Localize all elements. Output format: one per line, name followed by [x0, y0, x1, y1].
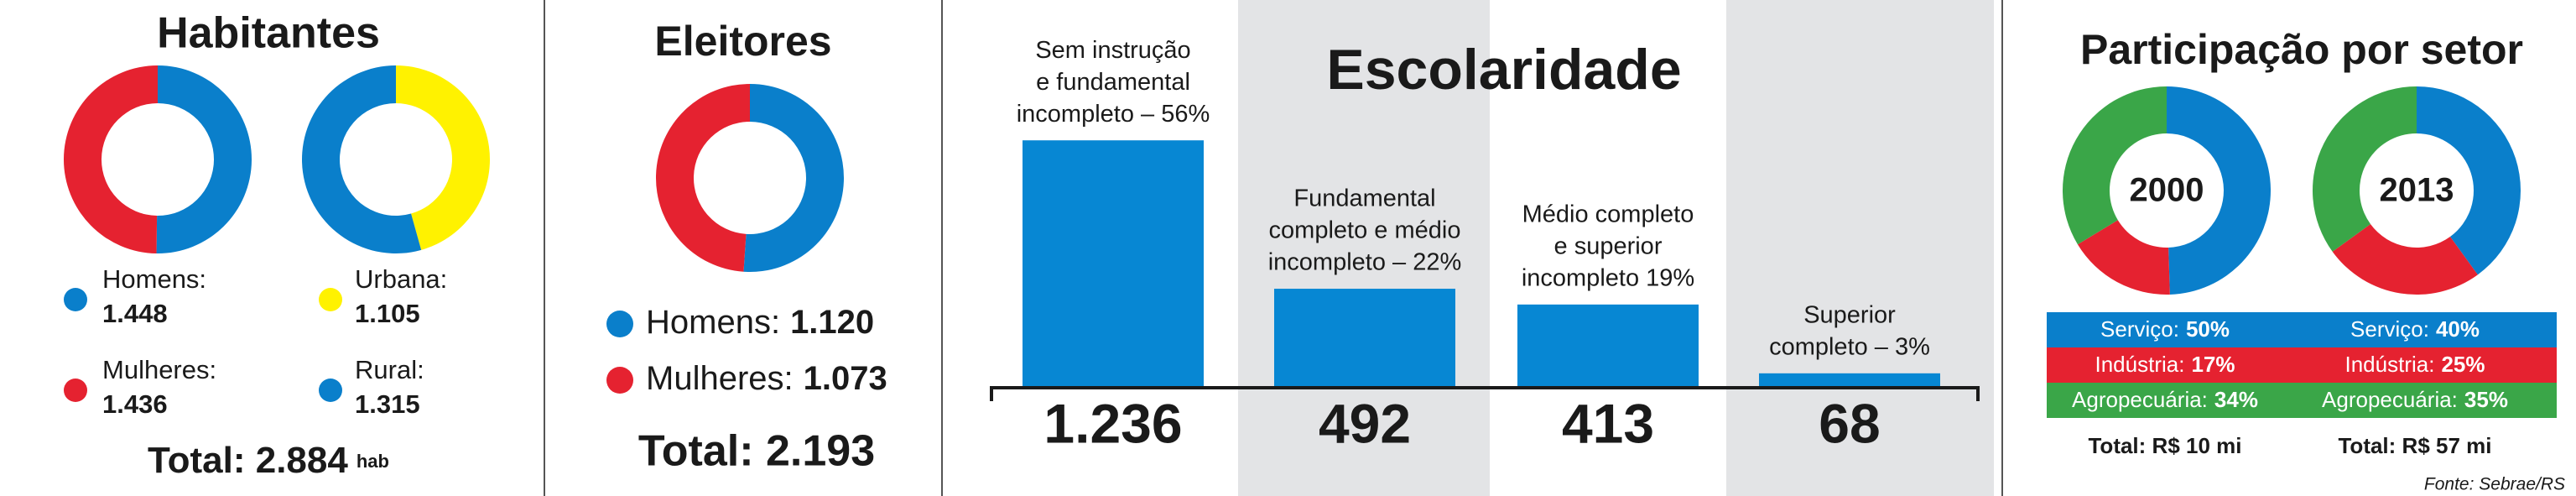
table-cell: Serviço: 40% — [2350, 316, 2480, 342]
sector-label: Indústria: — [2345, 352, 2435, 377]
legend-value: 1.073 — [804, 360, 887, 397]
table-row — [2302, 347, 2557, 383]
legend-label: Mulheres: — [646, 360, 794, 397]
total: Total: R$ 10 mi — [2088, 433, 2241, 458]
bar-category-label: e fundamental — [1036, 69, 1190, 96]
sector-value: 25% — [2441, 352, 2485, 377]
donut-segment — [156, 65, 252, 253]
total-unit: hab — [356, 451, 389, 472]
source: Fonte: Sebrae/RS — [2424, 475, 2565, 494]
legend-dot — [319, 288, 342, 311]
legend-label: Homens: — [102, 264, 206, 294]
bar-category-label: completo e médio — [1269, 217, 1461, 244]
donut-segment — [302, 65, 422, 253]
donut-segment — [2167, 86, 2272, 295]
value-label: 492 — [1319, 392, 1411, 454]
legend-entry: Homens: 1.120 — [646, 304, 874, 341]
donut-segment — [2062, 86, 2167, 245]
bar-category-label: incompleto – 56% — [1017, 101, 1210, 128]
sector-value: 35% — [2464, 387, 2508, 412]
table-cell: Agropecuária: 34% — [2072, 387, 2258, 412]
donut-segment — [2077, 220, 2170, 295]
donut-segment — [656, 84, 750, 272]
bar-category-label: completo – 3% — [1769, 333, 1930, 360]
bar — [1274, 289, 1455, 387]
chart-title: Eleitores — [654, 18, 831, 65]
sector-label: Agropecuária: — [2072, 387, 2208, 412]
bar — [1023, 140, 1204, 387]
bar-category-label: incompleto – 22% — [1268, 249, 1462, 276]
donut-segment — [743, 84, 844, 272]
sector-label: Serviço: — [2100, 316, 2179, 342]
value-label: 68 — [1819, 392, 1880, 454]
value-label: 1.236 — [1043, 392, 1182, 454]
bar — [1517, 304, 1699, 387]
legend-label: Mulheres: — [102, 355, 216, 384]
table-cell: Indústria: 25% — [2345, 352, 2485, 377]
table-cell: Serviço: 50% — [2100, 316, 2230, 342]
total: Total: 2.193 — [638, 427, 875, 476]
legend-value: 1.315 — [355, 389, 420, 419]
chart-title: Habitantes — [157, 9, 380, 58]
donut-segment — [396, 65, 491, 250]
bar-category-label: e superior — [1554, 232, 1663, 259]
table-row — [2302, 383, 2557, 418]
legend-dot — [64, 288, 87, 311]
sector-label: Agropecuária: — [2322, 387, 2458, 412]
total-text: Total: 2.884 — [148, 440, 348, 481]
total: Total: 2.884 hab — [148, 440, 389, 481]
table-row — [2047, 312, 2302, 347]
legend-dot — [606, 367, 633, 394]
donut-segment — [2417, 86, 2521, 275]
legend-value: 1.436 — [102, 389, 168, 419]
year-label: 2013 — [2380, 172, 2454, 209]
legend-dot — [606, 311, 633, 337]
bar-category-label: Sem instrução — [1035, 37, 1190, 64]
legend-dot — [64, 379, 87, 402]
value-label: 413 — [1562, 392, 1654, 454]
sector-label: Indústria: — [2095, 352, 2185, 377]
bar — [1759, 373, 1940, 387]
chart-title: Escolaridade — [1326, 38, 1681, 102]
year-label: 2000 — [2130, 172, 2204, 209]
sector-value: 34% — [2214, 387, 2258, 412]
chart-title: Participação por setor — [2080, 26, 2523, 73]
table-cell: Indústria: 17% — [2095, 352, 2235, 377]
legend-label: Homens: — [646, 304, 780, 341]
legend-value: 1.105 — [355, 299, 420, 328]
legend-dot — [319, 379, 342, 402]
bar-category-label: Fundamental — [1293, 185, 1435, 212]
bar-category-label: Superior — [1803, 301, 1896, 328]
sector-label: Serviço: — [2350, 316, 2429, 342]
bar-category-label: Médio completo — [1522, 201, 1694, 227]
sector-value: 17% — [2191, 352, 2235, 377]
table-cell: Agropecuária: 35% — [2322, 387, 2508, 412]
legend-entry: Mulheres: 1.073 — [646, 360, 887, 397]
table-row — [2047, 347, 2302, 383]
sector-value: 50% — [2186, 316, 2230, 342]
legend-value: 1.448 — [102, 299, 168, 328]
column-stripe — [1726, 0, 1994, 496]
donut-segment — [2313, 86, 2417, 252]
donut-segment — [2332, 223, 2478, 295]
legend-label: Rural: — [355, 355, 424, 384]
table-row — [2302, 312, 2557, 347]
baseline-axis — [990, 386, 1980, 401]
bar-category-label: incompleto 19% — [1522, 264, 1694, 291]
table-row — [2047, 383, 2302, 418]
column-stripe — [1238, 0, 1490, 496]
legend-value: 1.120 — [790, 304, 874, 341]
legend-label: Urbana: — [355, 264, 447, 294]
total: Total: R$ 57 mi — [2338, 433, 2491, 458]
sector-value: 40% — [2436, 316, 2480, 342]
donut-segment — [63, 65, 158, 253]
